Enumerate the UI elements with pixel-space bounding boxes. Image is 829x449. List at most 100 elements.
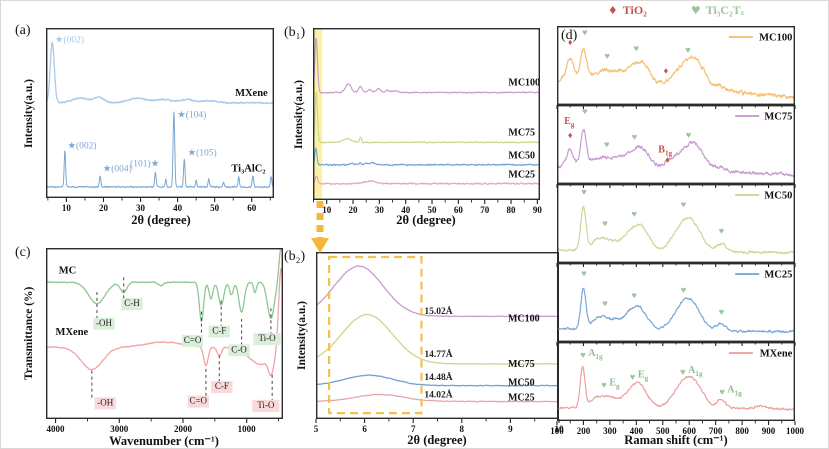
svg-text:♦: ♦: [568, 37, 573, 47]
svg-text:♥: ♥: [602, 220, 608, 230]
svg-text:15.02Å: 15.02Å: [424, 305, 452, 317]
svg-text:Ti-O: Ti-O: [258, 333, 276, 343]
svg-text:♥: ♥: [680, 368, 686, 378]
svg-text:Eg: Eg: [638, 370, 649, 383]
svg-text:C=O: C=O: [184, 335, 202, 345]
svg-text:MC100: MC100: [759, 33, 792, 44]
svg-text:30: 30: [375, 205, 385, 215]
svg-text:C-F: C-F: [215, 381, 229, 391]
svg-text:MC50: MC50: [508, 378, 535, 389]
svg-text:40: 40: [401, 205, 411, 215]
svg-text:-OH: -OH: [96, 318, 112, 328]
panel-b2-xlabel: 2θ (degree): [407, 433, 467, 447]
svg-text:C-F: C-F: [212, 326, 226, 336]
ftir-plot: 4000 3000 2000 1000 MC MXene -OH C-H C=O C-F C-O Ti…: [45, 247, 284, 434]
svg-text:♦: ♦: [665, 155, 670, 165]
svg-text:10: 10: [555, 424, 565, 434]
svg-text:♥: ♥: [681, 286, 687, 296]
raman-plot-mxene: 100 200 300 400 500 600 700 800 900 1000 ♥ A1g ♥ Eg ♥ E…: [550, 341, 805, 436]
svg-text:MC100: MC100: [508, 313, 540, 324]
svg-text:♥: ♥: [604, 52, 610, 62]
diamond-icon: ♦: [607, 4, 618, 17]
svg-text:8: 8: [460, 424, 465, 434]
raman-plot-mc50: ♥ ♥ ♥ ♥ ♥ MC50: [556, 183, 796, 267]
xrd-plot-a: 10 20 30 40 50 60 ★(002) MXene ★(002) ★(004) (101)…: [45, 27, 275, 213]
svg-text:♥: ♥: [686, 131, 692, 141]
raman-plot-mc75: Eg ♦ ♥ ♥ ♥ B1g ♦ ♥ MC75: [556, 104, 796, 188]
svg-text:70: 70: [480, 205, 490, 215]
svg-text:MC50: MC50: [764, 191, 792, 202]
svg-text:A1g: A1g: [688, 365, 703, 378]
svg-text:♥: ♥: [681, 201, 687, 211]
svg-text:♥: ♥: [580, 351, 586, 361]
panel-c-xlabel: Wavenumber (cm⁻¹): [109, 434, 219, 448]
panel-c-tag: (c): [15, 245, 31, 260]
svg-text:2000: 2000: [174, 424, 193, 434]
panel-c-ylabel: Transmittance (%): [23, 286, 35, 381]
xrd-plot-b1: 10 20 30 40 50 60 70 80 90 MC100 MC75 MC50 MC25: [312, 27, 542, 215]
svg-text:♥: ♥: [719, 227, 725, 237]
svg-text:80: 80: [507, 205, 517, 215]
svg-text:MC25: MC25: [764, 270, 792, 281]
svg-text:C-H: C-H: [124, 298, 140, 308]
svg-text:MC75: MC75: [508, 128, 535, 139]
svg-text:100: 100: [550, 426, 564, 436]
panel-b1-xlabel: 2θ (degree): [396, 213, 456, 227]
svg-text:♥: ♥: [719, 388, 725, 398]
legend-item-tio2: ♦ TiO₂: [608, 3, 647, 18]
svg-text:A1g: A1g: [727, 385, 742, 398]
svg-text:3000: 3000: [110, 424, 129, 434]
svg-text:★(105): ★(105): [188, 148, 217, 159]
svg-text:9: 9: [508, 424, 513, 434]
svg-text:♦: ♦: [664, 65, 669, 75]
svg-text:♥: ♥: [631, 292, 637, 302]
svg-text:900: 900: [762, 426, 776, 436]
svg-text:♥: ♥: [719, 308, 725, 318]
svg-text:MC25: MC25: [508, 393, 535, 404]
legend-label-tio2: TiO₂: [622, 3, 647, 17]
svg-text:★(002): ★(002): [55, 34, 84, 45]
panel-b1-ylabel: Intensity(a.u.): [293, 79, 305, 149]
svg-text:♥: ♥: [582, 28, 588, 38]
legend-label-ti3c2tx: Ti₃C₂Tₓ: [705, 3, 745, 17]
svg-text:MXene: MXene: [56, 327, 89, 338]
svg-text:MC75: MC75: [508, 359, 535, 370]
svg-text:1000: 1000: [786, 426, 805, 436]
svg-text:A1g: A1g: [588, 348, 603, 361]
svg-text:Eg: Eg: [564, 116, 575, 129]
svg-text:50: 50: [210, 203, 220, 213]
heart-icon: ♥: [690, 4, 701, 17]
svg-text:♥: ♥: [634, 44, 640, 54]
svg-text:♥: ♥: [630, 373, 636, 383]
svg-text:MXene: MXene: [235, 88, 268, 99]
svg-text:20: 20: [349, 205, 359, 215]
svg-text:600: 600: [682, 426, 696, 436]
svg-text:5: 5: [314, 424, 319, 434]
svg-text:14.48Å: 14.48Å: [424, 371, 452, 383]
raman-plot-mc25: ♥ ♥ ♥ ♥ ♥ MC25: [556, 262, 796, 346]
panel-a-ylabel: Intensity(a.u.): [23, 78, 35, 148]
svg-text:♦: ♦: [568, 130, 573, 140]
svg-text:60: 60: [247, 203, 257, 213]
svg-text:10: 10: [62, 203, 72, 213]
svg-text:MC75: MC75: [764, 112, 792, 123]
svg-text:4000: 4000: [47, 424, 66, 434]
svg-text:500: 500: [656, 426, 670, 436]
svg-text:★(004): ★(004): [103, 164, 132, 175]
raman-legend: ♦ TiO₂ ♥ Ti₃C₂Tₓ: [557, 3, 795, 18]
svg-text:MC: MC: [59, 266, 77, 277]
svg-text:♥: ♥: [581, 188, 587, 198]
svg-text:MC25: MC25: [508, 170, 535, 181]
svg-text:MXene: MXene: [760, 349, 793, 360]
svg-text:★(002): ★(002): [68, 141, 97, 152]
svg-text:C-O: C-O: [231, 344, 247, 354]
svg-text:400: 400: [630, 426, 644, 436]
svg-text:14.02Å: 14.02Å: [424, 388, 452, 400]
panel-a-xlabel: 2θ (degree): [131, 213, 191, 227]
svg-text:1000: 1000: [238, 424, 257, 434]
svg-text:30: 30: [136, 203, 146, 213]
svg-text:MC100: MC100: [508, 78, 540, 89]
svg-text:♥: ♥: [685, 46, 691, 56]
svg-text:7: 7: [411, 424, 416, 434]
